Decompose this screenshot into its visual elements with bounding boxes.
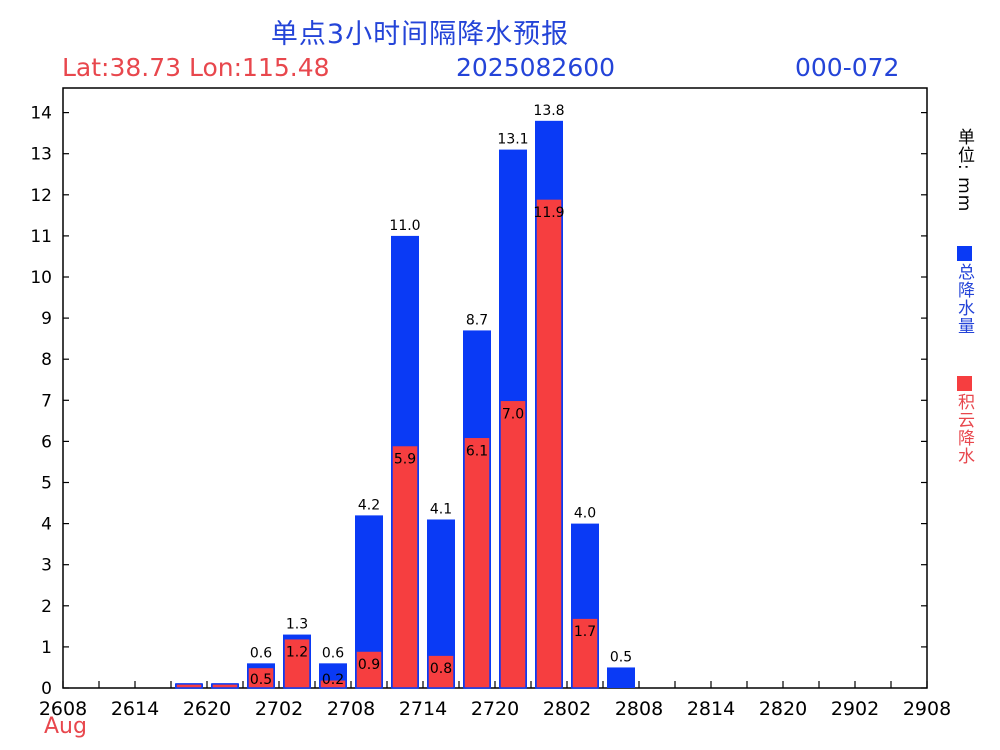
plot-frame: [62, 87, 928, 689]
data-label-total: 0.6: [250, 645, 272, 661]
y-tick-label: 10: [30, 268, 52, 288]
data-label-total: 4.2: [358, 497, 380, 513]
bar-convective: [535, 198, 563, 689]
legend-convective-label: 积云降水: [954, 393, 974, 465]
y-tick-label: 4: [41, 515, 52, 535]
x-tick-label: 2608: [39, 698, 87, 720]
data-label-convective: 0.9: [358, 657, 380, 673]
data-label-total: 0.5: [610, 649, 632, 665]
data-label-total: 13.1: [497, 132, 528, 148]
legend-total-label: 总降水量: [954, 263, 974, 335]
bar-total: [607, 667, 635, 688]
y-tick-label: 9: [41, 309, 52, 329]
data-label-convective: 7.0: [502, 406, 524, 422]
y-tick-label: 1: [41, 638, 52, 658]
legend-total-swatch: [956, 246, 972, 261]
data-label-convective: 0.8: [430, 661, 452, 677]
x-tick-label: 2708: [327, 698, 375, 720]
x-tick-label: 2620: [183, 698, 231, 720]
bar-convective: [175, 683, 203, 689]
bar-convective: [499, 399, 527, 689]
y-tick-label: 7: [41, 391, 52, 411]
data-label-total: 0.6: [322, 645, 344, 661]
y-tick-label: 13: [30, 145, 52, 165]
x-tick-label: 2820: [759, 698, 807, 720]
legend-convective: 积云降水: [952, 376, 977, 465]
data-label-total: 1.3: [286, 617, 308, 633]
month-label: Aug: [44, 714, 87, 739]
data-label-total: 8.7: [466, 312, 488, 328]
y-tick-label: 11: [30, 227, 52, 247]
y-tick-label: 2: [41, 597, 52, 617]
data-label-total: 13.8: [533, 103, 564, 119]
bar-convective: [391, 444, 419, 689]
data-label-total: 11.0: [389, 218, 420, 234]
y-tick-label: 5: [41, 474, 52, 494]
data-label-total: 4.0: [574, 506, 596, 522]
x-tick-label: 2814: [687, 698, 735, 720]
bar-convective: [571, 617, 599, 689]
data-label-convective: 1.7: [574, 624, 596, 640]
bar-convective: [247, 666, 275, 689]
init-time-label: 2025082600: [456, 53, 616, 82]
legend-total: 总降水量: [952, 246, 977, 335]
x-tick-label: 2720: [471, 698, 519, 720]
x-tick-label: 2702: [255, 698, 303, 720]
chart-title: 单点3小时间隔降水预报: [270, 19, 570, 50]
data-label-convective: 11.9: [533, 205, 564, 221]
bar-convective: [463, 436, 491, 689]
bar-convective: [319, 679, 347, 689]
data-label-convective: 5.9: [394, 452, 416, 468]
x-tick-label: 2802: [543, 698, 591, 720]
data-label-convective: 0.5: [250, 672, 272, 688]
y-tick-label: 14: [30, 104, 52, 124]
y-tick-label: 8: [41, 350, 52, 370]
data-label-convective: 6.1: [466, 443, 488, 459]
x-tick-label: 2714: [399, 698, 447, 720]
forecast-range-label: 000-072: [795, 53, 900, 82]
x-tick-label: 2614: [111, 698, 159, 720]
data-label-total: 4.1: [430, 501, 452, 517]
bar-convective: [355, 650, 383, 689]
y-tick-label: 0: [41, 679, 52, 699]
bar-convective: [211, 683, 239, 689]
data-label-convective: 1.2: [286, 645, 308, 661]
y-tick-label: 12: [30, 186, 52, 206]
legend-convective-swatch: [956, 376, 972, 391]
y-tick-label: 3: [41, 556, 52, 576]
x-tick-label: 2902: [831, 698, 879, 720]
bar-convective: [427, 654, 455, 689]
unit-label: 单位: mm: [954, 128, 974, 213]
y-tick-label: 6: [41, 432, 52, 452]
data-label-convective: 0.2: [322, 672, 344, 688]
bar-convective: [283, 637, 311, 689]
x-tick-label: 2908: [903, 698, 951, 720]
x-tick-label: 2808: [615, 698, 663, 720]
lat-lon-label: Lat:38.73 Lon:115.48: [62, 53, 330, 82]
